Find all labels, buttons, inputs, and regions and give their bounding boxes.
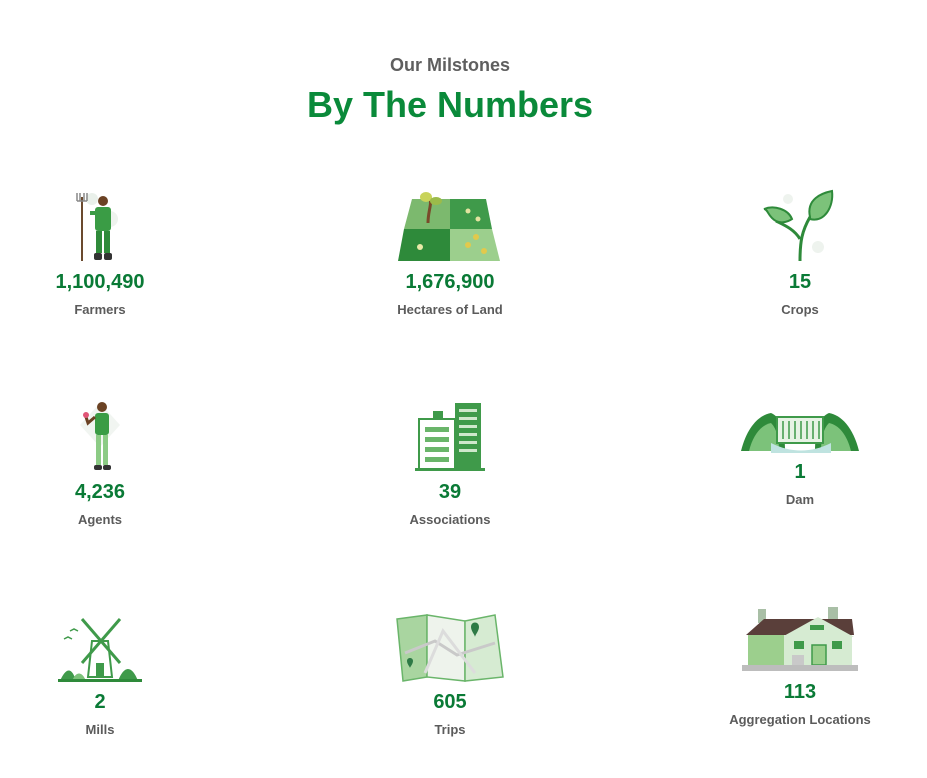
stat-value: 4,236 — [74, 481, 126, 503]
stat-label: Agents — [77, 512, 123, 527]
map-icon — [340, 605, 560, 683]
stat-label: Mills — [85, 722, 115, 737]
sprout-icon — [690, 185, 910, 263]
stat-label: Dam — [785, 492, 815, 507]
agent-person-icon — [0, 395, 210, 473]
stat-label: Hectares of Land — [397, 302, 503, 317]
stat-value: 605 — [433, 691, 467, 713]
section-title: By The Numbers — [306, 84, 594, 125]
farmland-icon — [340, 185, 560, 263]
stat-label: Trips — [434, 722, 466, 737]
windmill-icon — [0, 605, 210, 683]
stat-value: 113 — [783, 681, 817, 703]
stat-label: Associations — [409, 512, 491, 527]
buildings-icon — [340, 395, 560, 473]
warehouse-house-icon — [690, 605, 910, 673]
stat-dam: 1 Dam — [690, 395, 910, 507]
stat-farmers: 1,100,490 Farmers — [0, 185, 210, 317]
farmer-with-pitchfork-icon — [0, 185, 210, 263]
stat-value: 15 — [788, 271, 812, 293]
section-subtitle: Our Milstones — [389, 55, 510, 75]
stat-label: Aggregation Locations — [729, 712, 871, 727]
dam-icon — [690, 395, 910, 453]
stat-value: 39 — [438, 481, 462, 503]
stat-value: 2 — [94, 691, 106, 713]
stat-aggregation-locations: 113 Aggregation Locations — [690, 605, 910, 727]
stat-mills: 2 Mills — [0, 605, 210, 737]
stat-agents: 4,236 Agents — [0, 395, 210, 527]
stat-trips: 605 Trips — [340, 605, 560, 737]
stat-label: Crops — [781, 302, 819, 317]
stat-value: 1,100,490 — [55, 271, 145, 293]
stat-value: 1 — [794, 461, 806, 483]
stat-hectares: 1,676,900 Hectares of Land — [340, 185, 560, 317]
stat-value: 1,676,900 — [405, 271, 495, 293]
stat-label: Farmers — [74, 302, 126, 317]
stat-crops: 15 Crops — [690, 185, 910, 317]
stat-associations: 39 Associations — [340, 395, 560, 527]
